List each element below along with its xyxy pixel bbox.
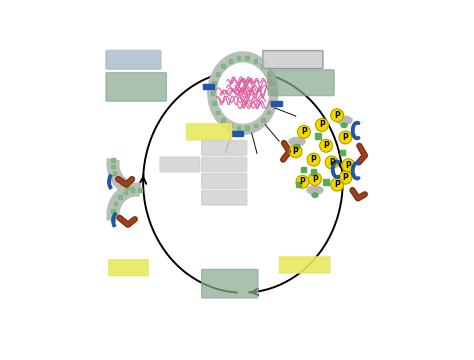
FancyBboxPatch shape: [279, 257, 330, 273]
Bar: [254, 59, 257, 63]
Circle shape: [342, 159, 355, 172]
FancyBboxPatch shape: [268, 70, 334, 96]
Bar: [113, 171, 116, 175]
Bar: [246, 56, 249, 60]
FancyBboxPatch shape: [186, 124, 232, 140]
Text: P: P: [334, 180, 340, 189]
Bar: [216, 72, 219, 76]
FancyBboxPatch shape: [263, 50, 323, 69]
Bar: [311, 169, 316, 175]
Circle shape: [307, 153, 320, 166]
Bar: [111, 158, 115, 162]
Bar: [228, 123, 232, 127]
Bar: [323, 179, 329, 185]
Bar: [221, 64, 225, 68]
FancyBboxPatch shape: [160, 157, 200, 172]
Bar: [212, 81, 216, 85]
Bar: [212, 101, 216, 105]
Text: P: P: [329, 158, 335, 167]
Ellipse shape: [307, 186, 323, 194]
FancyBboxPatch shape: [201, 174, 247, 188]
Bar: [125, 185, 128, 189]
Circle shape: [325, 156, 338, 169]
Bar: [237, 126, 240, 130]
Circle shape: [296, 175, 309, 188]
Ellipse shape: [341, 123, 347, 127]
Ellipse shape: [218, 63, 268, 123]
Bar: [315, 133, 320, 139]
Bar: [111, 209, 115, 213]
Circle shape: [298, 126, 310, 138]
Text: P: P: [312, 175, 318, 184]
FancyBboxPatch shape: [106, 73, 166, 101]
Bar: [116, 177, 119, 181]
Text: P: P: [343, 173, 348, 182]
Bar: [261, 118, 264, 122]
Bar: [340, 150, 346, 156]
FancyBboxPatch shape: [201, 190, 247, 205]
Bar: [131, 188, 134, 192]
Bar: [270, 81, 274, 85]
Bar: [138, 188, 142, 192]
Bar: [301, 167, 306, 172]
Bar: [261, 64, 264, 68]
Bar: [114, 202, 117, 205]
Bar: [272, 91, 275, 95]
Bar: [120, 182, 123, 185]
Ellipse shape: [208, 52, 278, 134]
Text: P: P: [346, 161, 351, 170]
Bar: [296, 182, 301, 187]
Bar: [266, 72, 270, 76]
Circle shape: [319, 139, 332, 152]
Circle shape: [331, 178, 344, 191]
FancyBboxPatch shape: [201, 157, 247, 172]
Circle shape: [339, 131, 352, 144]
Bar: [131, 187, 134, 191]
Text: P: P: [293, 147, 299, 156]
Text: P: P: [323, 141, 329, 150]
Bar: [271, 101, 282, 105]
Polygon shape: [107, 159, 134, 195]
Bar: [266, 111, 270, 114]
Text: P: P: [319, 121, 325, 130]
Circle shape: [316, 118, 328, 131]
Circle shape: [331, 109, 344, 122]
Bar: [216, 111, 219, 114]
Bar: [211, 91, 214, 95]
Polygon shape: [107, 183, 141, 220]
Bar: [237, 56, 240, 60]
Ellipse shape: [312, 193, 318, 197]
Text: P: P: [343, 133, 348, 142]
Bar: [118, 195, 121, 199]
FancyBboxPatch shape: [109, 260, 148, 276]
FancyBboxPatch shape: [201, 269, 258, 298]
Text: P: P: [301, 127, 307, 136]
Circle shape: [289, 145, 302, 158]
Ellipse shape: [294, 144, 300, 149]
Bar: [111, 217, 115, 221]
Circle shape: [309, 173, 321, 185]
Bar: [232, 131, 243, 135]
FancyBboxPatch shape: [106, 50, 161, 69]
Bar: [221, 118, 225, 122]
FancyBboxPatch shape: [201, 140, 247, 155]
Text: P: P: [311, 155, 317, 164]
Circle shape: [339, 171, 352, 184]
Ellipse shape: [336, 116, 352, 125]
Bar: [228, 59, 232, 63]
Bar: [254, 123, 257, 127]
Bar: [246, 126, 249, 130]
Text: P: P: [300, 177, 305, 186]
Bar: [111, 165, 115, 168]
Ellipse shape: [289, 138, 305, 146]
Text: P: P: [334, 111, 340, 120]
Bar: [270, 101, 274, 105]
Bar: [124, 190, 128, 194]
Bar: [203, 84, 214, 89]
